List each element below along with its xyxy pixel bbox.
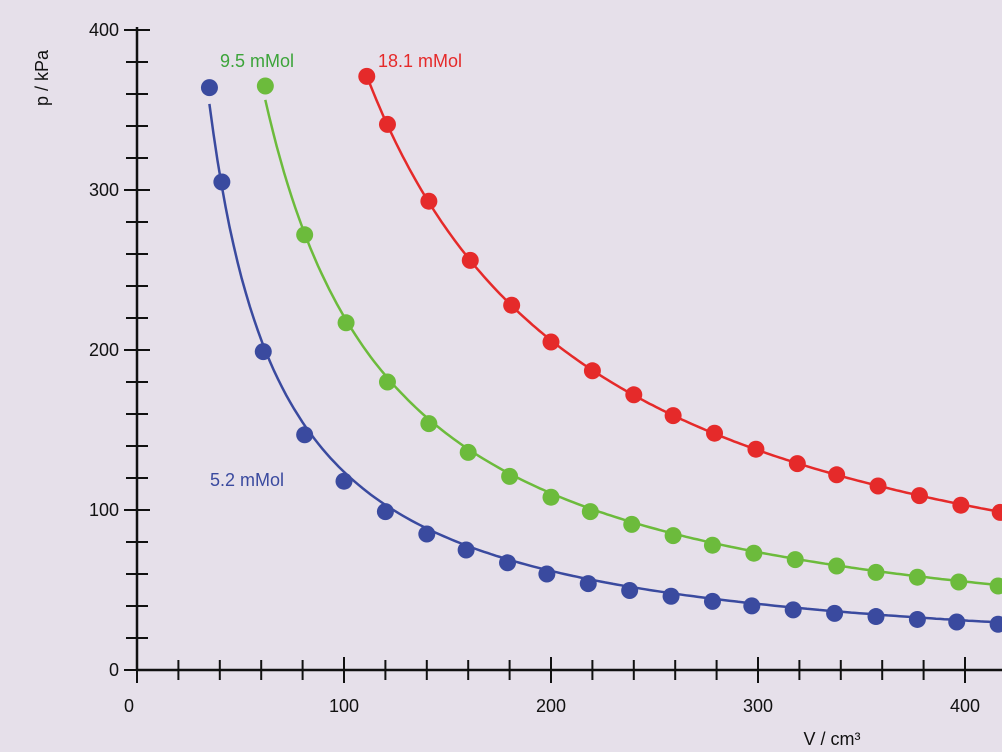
data-point: [786, 551, 804, 569]
tick-labels: 0 100 200 300 400 0 100 200 300 400: [89, 20, 980, 716]
data-point: [378, 115, 396, 133]
data-point: [703, 592, 721, 610]
data-point: [583, 362, 601, 380]
data-point: [788, 455, 806, 473]
data-point: [542, 333, 560, 351]
y-tick-label: 0: [109, 660, 119, 680]
data-point: [457, 541, 475, 559]
data-point: [296, 226, 314, 244]
data-point: [296, 426, 314, 444]
y-axis-label: p / kPa: [32, 49, 52, 106]
data-point: [623, 515, 641, 533]
data-point: [503, 296, 521, 314]
x-tick-label: 0: [124, 696, 134, 716]
data-point: [335, 472, 353, 490]
data-point: [828, 466, 846, 484]
data-point: [337, 314, 355, 332]
data-point: [581, 503, 599, 521]
data-point: [991, 503, 1002, 521]
data-point: [950, 573, 968, 591]
x-tick-label: 100: [329, 696, 359, 716]
series-points: [200, 67, 1002, 633]
data-point: [664, 407, 682, 425]
data-point: [867, 608, 885, 626]
x-tick-label: 200: [536, 696, 566, 716]
data-point: [826, 604, 844, 622]
data-point: [989, 577, 1002, 595]
x-axis-label: V / cm³: [804, 729, 861, 749]
data-point: [542, 488, 560, 506]
data-point: [254, 343, 272, 361]
data-point: [499, 554, 517, 572]
data-point: [989, 615, 1002, 633]
data-point: [579, 575, 597, 593]
data-point: [459, 443, 477, 461]
data-point: [625, 386, 643, 404]
data-point: [869, 477, 887, 495]
data-point: [461, 251, 479, 269]
x-tick-label: 300: [743, 696, 773, 716]
axes: [124, 27, 1002, 683]
data-point: [703, 536, 721, 554]
data-point: [621, 581, 639, 599]
y-tick-label: 300: [89, 180, 119, 200]
data-point: [378, 373, 396, 391]
data-point: [908, 610, 926, 628]
series-curve-0: [208, 103, 1002, 624]
data-point: [256, 77, 274, 95]
data-point: [358, 67, 376, 85]
y-tick-label: 200: [89, 340, 119, 360]
data-point: [706, 424, 724, 442]
data-point: [743, 597, 761, 615]
series-curves: [208, 75, 1002, 624]
series-label-9-5: 9.5 mMol: [220, 51, 294, 71]
data-point: [910, 487, 928, 505]
series-label-5-2: 5.2 mMol: [210, 470, 284, 490]
data-point: [664, 527, 682, 545]
data-point: [501, 467, 519, 485]
data-point: [376, 503, 394, 521]
data-point: [418, 525, 436, 543]
data-point: [745, 544, 763, 562]
data-point: [213, 173, 231, 191]
data-point: [867, 563, 885, 581]
data-point: [420, 415, 438, 433]
data-point: [828, 557, 846, 575]
data-point: [420, 192, 438, 210]
x-tick-label: 400: [950, 696, 980, 716]
data-point: [200, 79, 218, 97]
data-point: [948, 613, 966, 631]
series-label-18-1: 18.1 mMol: [378, 51, 462, 71]
data-point: [662, 587, 680, 605]
data-point: [784, 601, 802, 619]
y-tick-label: 100: [89, 500, 119, 520]
series-curve-1: [264, 99, 1002, 587]
y-tick-label: 400: [89, 20, 119, 40]
data-point: [747, 440, 765, 458]
data-point: [538, 565, 556, 583]
data-point: [952, 496, 970, 514]
data-point: [908, 568, 926, 586]
